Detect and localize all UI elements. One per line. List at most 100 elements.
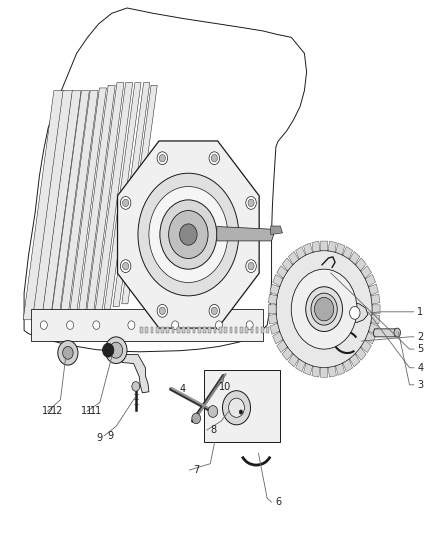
Circle shape	[160, 200, 217, 269]
Polygon shape	[336, 243, 345, 255]
Polygon shape	[296, 247, 305, 259]
Circle shape	[276, 251, 372, 368]
Circle shape	[159, 155, 166, 162]
Circle shape	[211, 155, 217, 162]
Polygon shape	[122, 354, 149, 393]
Polygon shape	[282, 258, 293, 271]
Circle shape	[123, 262, 129, 270]
Polygon shape	[145, 327, 148, 333]
Circle shape	[311, 293, 337, 325]
Polygon shape	[350, 252, 360, 264]
Polygon shape	[32, 91, 73, 320]
Polygon shape	[261, 327, 264, 333]
Text: 4: 4	[417, 363, 424, 373]
Text: 7: 7	[193, 465, 199, 475]
Text: 12: 12	[42, 407, 54, 416]
Circle shape	[40, 321, 47, 329]
Text: 6: 6	[275, 497, 281, 507]
Circle shape	[211, 307, 217, 314]
Polygon shape	[182, 327, 185, 333]
Circle shape	[120, 260, 131, 272]
Polygon shape	[343, 247, 353, 259]
Circle shape	[157, 152, 168, 165]
Polygon shape	[296, 359, 305, 372]
Polygon shape	[266, 327, 269, 333]
Circle shape	[208, 406, 218, 417]
Polygon shape	[177, 327, 180, 333]
Polygon shape	[230, 327, 232, 333]
Polygon shape	[268, 314, 277, 324]
Polygon shape	[339, 303, 368, 322]
Polygon shape	[235, 327, 237, 333]
Polygon shape	[240, 327, 243, 333]
Circle shape	[248, 199, 254, 207]
Circle shape	[120, 197, 131, 209]
Text: 5: 5	[417, 344, 424, 354]
Polygon shape	[31, 309, 263, 341]
Polygon shape	[251, 327, 253, 333]
Polygon shape	[24, 8, 307, 352]
Polygon shape	[361, 265, 371, 278]
Text: 11: 11	[90, 407, 102, 416]
Polygon shape	[369, 284, 378, 295]
Circle shape	[180, 224, 197, 245]
Polygon shape	[312, 241, 320, 252]
Circle shape	[209, 152, 219, 165]
Polygon shape	[172, 327, 174, 333]
Circle shape	[110, 342, 123, 358]
Polygon shape	[372, 305, 380, 313]
Polygon shape	[304, 243, 313, 255]
Circle shape	[192, 413, 201, 424]
Polygon shape	[328, 241, 336, 252]
Circle shape	[246, 321, 253, 329]
Circle shape	[246, 260, 256, 272]
Circle shape	[105, 337, 127, 364]
Text: 2: 2	[417, 332, 424, 342]
Polygon shape	[365, 332, 375, 344]
Circle shape	[215, 321, 223, 329]
Circle shape	[314, 297, 334, 321]
Circle shape	[239, 410, 243, 414]
Circle shape	[93, 321, 100, 329]
Polygon shape	[219, 327, 222, 333]
Text: 10: 10	[219, 383, 231, 392]
Polygon shape	[277, 340, 287, 353]
Polygon shape	[328, 366, 336, 377]
Polygon shape	[356, 348, 366, 360]
Circle shape	[172, 321, 179, 329]
Circle shape	[128, 321, 135, 329]
Polygon shape	[245, 327, 248, 333]
Polygon shape	[156, 327, 159, 333]
Polygon shape	[336, 364, 345, 375]
Circle shape	[246, 197, 256, 209]
Circle shape	[63, 346, 73, 359]
Polygon shape	[365, 274, 375, 286]
Polygon shape	[312, 366, 320, 377]
Polygon shape	[193, 327, 195, 333]
Circle shape	[169, 211, 208, 259]
Text: 12: 12	[51, 407, 63, 416]
Text: 1: 1	[417, 307, 424, 317]
Ellipse shape	[394, 328, 401, 337]
Polygon shape	[214, 327, 216, 333]
Polygon shape	[321, 241, 328, 251]
Polygon shape	[356, 258, 366, 271]
Polygon shape	[113, 83, 150, 306]
Polygon shape	[369, 323, 378, 334]
Circle shape	[138, 173, 239, 296]
Circle shape	[350, 306, 360, 319]
Polygon shape	[288, 252, 299, 264]
Polygon shape	[277, 265, 287, 278]
Polygon shape	[122, 85, 157, 304]
Polygon shape	[166, 327, 169, 333]
Circle shape	[159, 307, 166, 314]
Polygon shape	[78, 85, 115, 320]
Text: 11: 11	[81, 407, 93, 416]
Polygon shape	[95, 83, 133, 312]
Polygon shape	[203, 327, 206, 333]
Polygon shape	[304, 364, 313, 375]
Polygon shape	[217, 227, 274, 241]
Text: 4: 4	[180, 384, 186, 394]
Polygon shape	[282, 348, 293, 360]
Polygon shape	[51, 91, 89, 320]
